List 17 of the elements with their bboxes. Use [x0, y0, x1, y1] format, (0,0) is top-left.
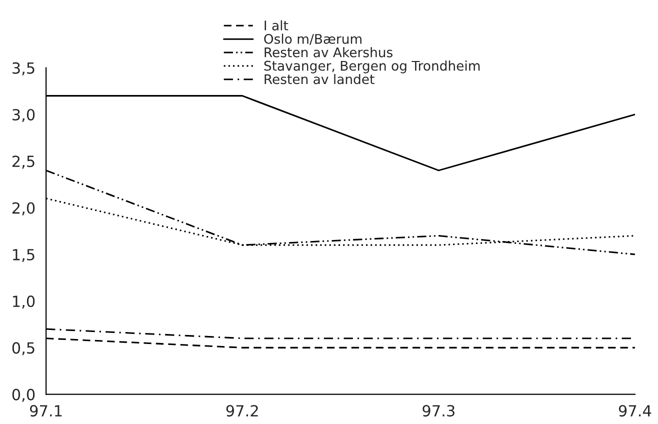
y-tick-label: 2,5	[12, 156, 34, 169]
y-tick-label: 1,5	[13, 249, 34, 262]
legend-label: Resten av Akershus	[264, 47, 392, 58]
legend-label: Stavanger, Bergen og Trondheim	[264, 60, 480, 74]
x-tick-label: 97.1	[30, 405, 62, 417]
x-tick-label: 97.2	[226, 405, 258, 417]
x-tick-label: 97.4	[618, 405, 652, 417]
legend-label: Oslo m/Bærum	[264, 34, 362, 45]
y-tick-label: 3,5	[12, 62, 34, 76]
x-tick-label: 97.3	[422, 405, 454, 417]
legend-label: Resten av landet	[264, 74, 374, 84]
y-tick-label: 0,5	[12, 342, 34, 356]
y-tick-label: 1,0	[13, 296, 35, 309]
y-tick-label: 2,0	[12, 202, 35, 216]
y-tick-label: 3,0	[12, 108, 35, 122]
y-tick-label: 0,0	[12, 388, 35, 402]
legend-label: I alt	[264, 20, 288, 30]
